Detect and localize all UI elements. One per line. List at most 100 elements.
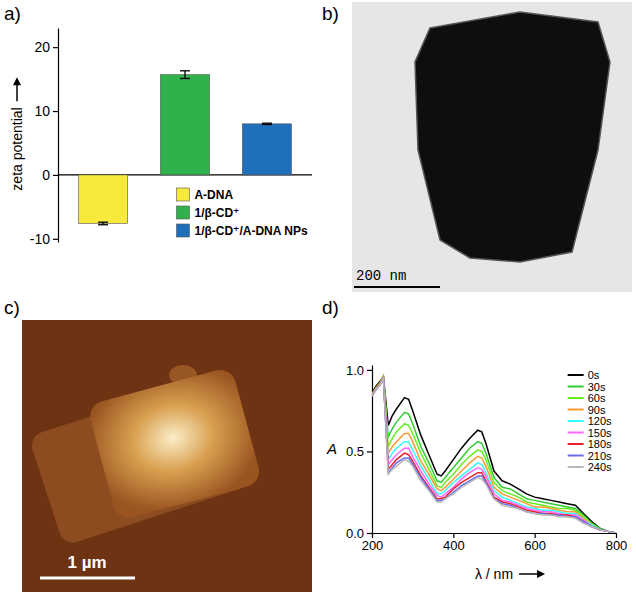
legend-swatch	[568, 466, 584, 468]
series-line	[372, 376, 616, 533]
axis-line	[373, 533, 617, 534]
tick: 10	[34, 103, 58, 119]
tick-label: 1.0	[346, 363, 364, 378]
tick-label: 800	[606, 538, 628, 553]
legend-label: 60s	[588, 392, 606, 404]
tick-label: 400	[443, 538, 465, 553]
bar	[242, 124, 291, 175]
axis: -10 0 10 20	[30, 29, 59, 247]
axis-arrow-head	[537, 570, 545, 578]
tick-label: 0	[42, 167, 50, 183]
tick-mark	[53, 47, 58, 48]
tick-label: -10	[30, 231, 50, 247]
legend: 0s30s60s90s120s150s180s210s240s	[568, 369, 612, 473]
axis-title: λ / nm	[475, 566, 513, 582]
tick-label: 600	[524, 538, 546, 553]
legend-label: 0s	[588, 369, 600, 381]
legend-swatch	[568, 443, 584, 445]
panel-label: d)	[322, 297, 339, 318]
axis-arrow-head	[13, 77, 21, 85]
tick-mark	[367, 370, 372, 371]
legend-swatch	[568, 386, 584, 388]
error-bar	[262, 123, 272, 124]
legend-label: 90s	[588, 404, 606, 416]
series-line	[372, 378, 616, 533]
tick-label: 0.0	[346, 526, 364, 541]
series-line	[372, 378, 616, 533]
tick-label: 200	[362, 538, 384, 553]
axis: 0.0 0.5 1.0	[346, 363, 373, 541]
legend-label: 180s	[588, 438, 612, 450]
legend-swatch	[568, 432, 584, 434]
scale-bar	[354, 286, 440, 288]
axis: 200 400 600 800	[362, 533, 628, 553]
scale-bar-ground	[352, 262, 448, 292]
axis-line	[58, 29, 59, 243]
tick-mark	[53, 239, 58, 240]
axis-title: A	[326, 440, 337, 457]
error-cap	[180, 78, 190, 79]
legend-swatch	[568, 455, 584, 457]
tick: 600	[524, 533, 546, 553]
legend-swatch	[568, 397, 584, 399]
plot-area	[58, 71, 312, 225]
series-line	[372, 376, 616, 533]
scale-bar	[40, 577, 135, 580]
error-stem	[184, 71, 185, 79]
axis-arrow	[519, 573, 539, 575]
tick: 1.0	[346, 363, 372, 378]
tick: -10	[30, 231, 58, 247]
series-line	[372, 376, 616, 533]
tem-image: 200 nm	[352, 2, 632, 292]
legend-label: 150s	[588, 427, 612, 439]
tick-mark	[367, 451, 372, 452]
legend-label: A-DNA	[194, 188, 233, 202]
tick-label: 0.5	[346, 444, 364, 459]
tick-mark	[367, 533, 372, 534]
error-cap	[98, 224, 108, 225]
image-background	[22, 320, 312, 592]
particle	[415, 12, 610, 262]
legend-swatch	[568, 420, 584, 422]
axis-title: zeta potential	[9, 107, 25, 190]
panel-label: b)	[322, 3, 339, 24]
tick: 0	[42, 167, 58, 183]
figure-canvas: a)b)c)d)200 nm1 µm-1001020zeta potential…	[0, 0, 636, 597]
axis-title-group: zeta potential	[9, 77, 25, 190]
tick-mark	[53, 111, 58, 112]
tick: 200	[362, 533, 384, 553]
error-cap	[262, 124, 272, 125]
tick-label: 10	[34, 103, 50, 119]
error-cap	[180, 70, 190, 71]
tick: 800	[606, 533, 628, 553]
tick: 400	[443, 533, 465, 553]
tick: 20	[34, 39, 58, 55]
bar	[160, 75, 209, 175]
image-background	[352, 2, 632, 292]
series-line	[372, 378, 616, 533]
series-line	[372, 378, 616, 533]
legend-label: 1/β-CD⁺/A-DNA NPs	[194, 224, 308, 238]
legend-label: 30s	[588, 381, 606, 393]
figure-container: a)b)c)d)200 nm1 µm-1001020zeta potential…	[0, 0, 636, 597]
legend-label: 210s	[588, 450, 612, 462]
tick: 0.0	[346, 526, 372, 541]
legend: A-DNA 1/β-CD⁺ 1/β-CD⁺/A-DNA NPs	[176, 188, 308, 238]
legend-label: 240s	[588, 461, 612, 473]
axis-arrow	[16, 83, 18, 101]
afm-image: 1 µm	[22, 320, 312, 592]
legend-swatch	[568, 409, 584, 411]
series-line	[372, 378, 616, 533]
error-cap	[262, 123, 272, 124]
series-line	[372, 376, 616, 533]
error-cap	[98, 222, 108, 223]
scale-bar-label: 200 nm	[356, 268, 406, 284]
tick: 0.5	[346, 444, 372, 459]
scale-bar-label: 1 µm	[67, 553, 106, 572]
particle	[87, 366, 263, 521]
error-bar	[180, 71, 190, 79]
panel-label: c)	[4, 297, 20, 318]
legend-label: 1/β-CD⁺	[194, 206, 239, 220]
legend-swatch	[568, 374, 584, 376]
legend-label: 120s	[588, 415, 612, 427]
